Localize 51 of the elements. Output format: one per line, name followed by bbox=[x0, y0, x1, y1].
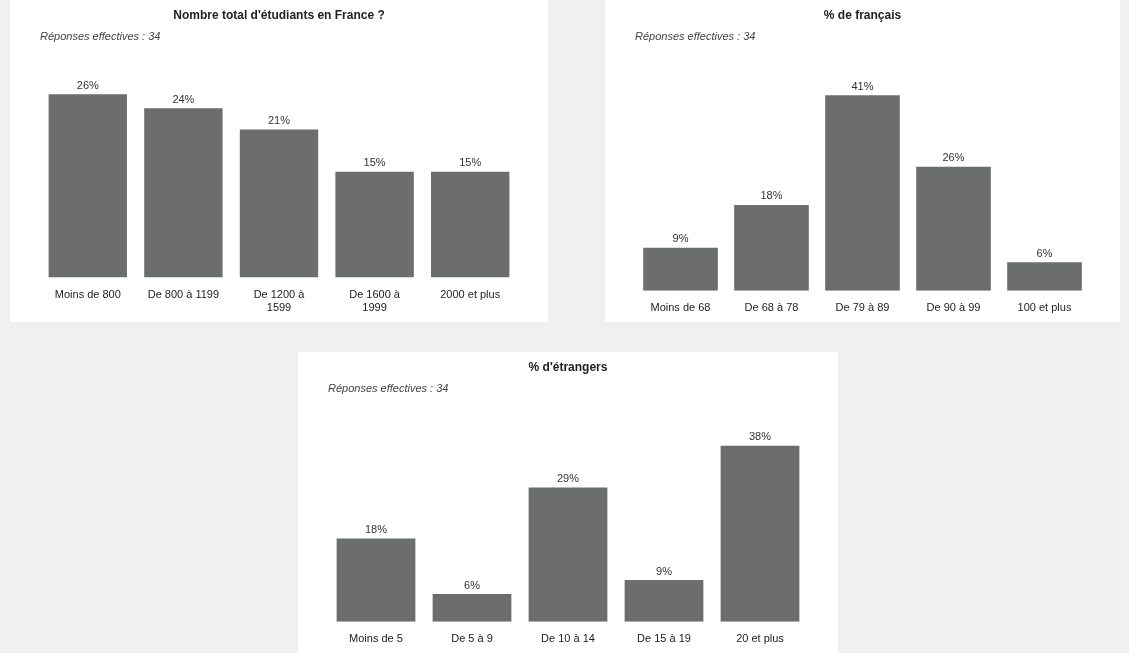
data-label: 15% bbox=[363, 156, 386, 169]
data-label: 38% bbox=[748, 430, 772, 443]
data-label: 29% bbox=[556, 471, 580, 484]
x-tick-label: Moins de 800 bbox=[54, 288, 121, 301]
bar bbox=[643, 247, 718, 291]
bar bbox=[720, 445, 800, 622]
x-tick-label: De 79 à 89 bbox=[835, 301, 890, 314]
bar bbox=[916, 166, 991, 291]
x-tick-label: De 10 à 14 bbox=[541, 632, 595, 645]
x-tick-label: De 800 à 1199 bbox=[147, 288, 220, 301]
data-label: 21% bbox=[267, 114, 291, 127]
x-tick-label: De 68 à 78 bbox=[744, 301, 799, 314]
x-tick-label: De 1200 à 1599 bbox=[253, 288, 306, 314]
chart-title: Nombre total d'étudiants en France ? bbox=[173, 7, 385, 22]
bar bbox=[144, 108, 223, 278]
bar bbox=[528, 487, 608, 622]
bar bbox=[48, 94, 127, 278]
data-label: 24% bbox=[172, 92, 195, 105]
x-tick-label: De 15 à 19 bbox=[637, 632, 691, 645]
bar bbox=[336, 538, 416, 622]
x-tick-label: 2000 et plus bbox=[440, 288, 501, 301]
x-tick-label: De 90 à 99 bbox=[926, 301, 981, 314]
text: Réponses effectives : 34 bbox=[40, 30, 161, 43]
text: Réponses effectives : 34 bbox=[635, 30, 756, 43]
x-tick-label: 100 et plus bbox=[1017, 301, 1072, 314]
bar bbox=[734, 204, 809, 291]
data-label: 41% bbox=[851, 79, 874, 92]
data-label: 9% bbox=[656, 564, 673, 577]
bar bbox=[1007, 262, 1082, 291]
chart-title: % d'étrangers bbox=[528, 359, 608, 374]
x-tick-label: De 5 à 9 bbox=[451, 632, 493, 645]
data-label: 26% bbox=[76, 78, 100, 91]
x-tick-label: De 1600 à 1999 bbox=[349, 288, 401, 314]
data-label: 6% bbox=[1036, 246, 1053, 259]
chart-title: % de français bbox=[823, 7, 902, 22]
x-tick-label: Moins de 5 bbox=[349, 632, 403, 645]
data-label: 6% bbox=[464, 578, 481, 591]
bar bbox=[335, 171, 414, 278]
x-tick-label: 20 et plus bbox=[736, 632, 785, 645]
data-label: 9% bbox=[672, 232, 689, 245]
data-label: 15% bbox=[459, 156, 482, 169]
bar bbox=[432, 593, 512, 622]
data-label: 18% bbox=[760, 189, 783, 202]
x-tick-label: Moins de 68 bbox=[650, 301, 711, 314]
bar bbox=[825, 95, 900, 291]
bar bbox=[624, 580, 704, 622]
data-label: 26% bbox=[942, 151, 965, 164]
bar bbox=[239, 129, 319, 278]
text: Réponses effectives : 34 bbox=[328, 382, 449, 395]
data-label: 18% bbox=[364, 522, 388, 535]
bar bbox=[431, 171, 510, 278]
